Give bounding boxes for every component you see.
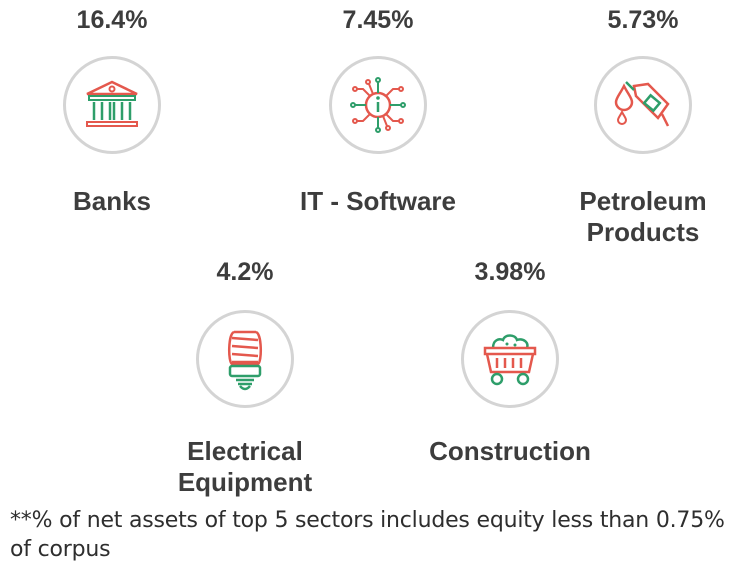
- chip-icon: [350, 77, 406, 133]
- footnote: **% of net assets of top 5 sectors inclu…: [10, 508, 725, 562]
- electrical-icon-circle: [196, 310, 294, 408]
- construction-label: Construction: [429, 436, 591, 466]
- petroleum-label-line1: Petroleum: [579, 186, 707, 216]
- construction-icon-circle: [461, 310, 559, 408]
- mining-cart-icon: [483, 334, 537, 386]
- construction-percentage: 3.98%: [474, 258, 546, 286]
- petroleum-label-line2: Products: [586, 217, 700, 247]
- electrical-label-line2: Equipment: [177, 467, 313, 497]
- petroleum-percentage: 5.73%: [607, 6, 679, 34]
- banks-icon-circle: [63, 56, 161, 154]
- petroleum-icon-circle: [594, 56, 692, 154]
- fuel-nozzle-icon: [614, 81, 670, 127]
- it-software-percentage: 7.45%: [342, 6, 414, 34]
- it-software-label: IT - Software: [299, 186, 457, 216]
- banks-percentage: 16.4%: [76, 6, 148, 34]
- banks-label: Banks: [72, 186, 152, 216]
- bank-icon: [86, 80, 138, 127]
- electrical-label-line1: Electrical: [187, 436, 303, 466]
- electrical-percentage: 4.2%: [216, 258, 274, 286]
- light-bulb-icon: [228, 330, 262, 391]
- it-software-icon-circle: [329, 56, 427, 154]
